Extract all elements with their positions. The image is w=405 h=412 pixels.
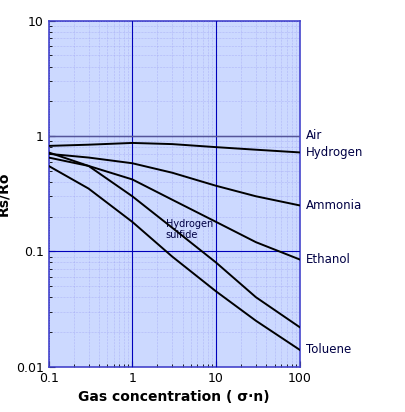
Text: Ammonia: Ammonia [306, 199, 362, 212]
Text: Hydrogen: Hydrogen [306, 146, 363, 159]
X-axis label: Gas concentration ( σ·n): Gas concentration ( σ·n) [78, 390, 270, 404]
Text: Toluene: Toluene [306, 343, 351, 356]
Text: Air: Air [306, 129, 322, 143]
Text: Ethanol: Ethanol [306, 253, 351, 266]
Text: Hydrogen
sulfide: Hydrogen sulfide [166, 218, 213, 240]
Y-axis label: Rs/Ro: Rs/Ro [0, 171, 10, 216]
